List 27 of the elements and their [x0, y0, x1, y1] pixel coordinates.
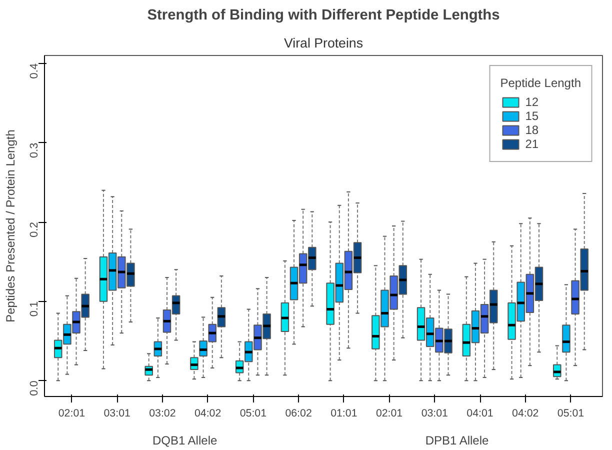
x-tick-label: 04:02: [512, 408, 539, 420]
text: DPB1 Allele: [425, 434, 490, 448]
text: DQB1 Allele: [152, 434, 218, 448]
x-tick-label: 01:01: [330, 408, 358, 420]
chart-subtitle: Viral Proteins: [284, 36, 364, 50]
y-tick-label: 0.2: [28, 222, 40, 238]
x-tick-label: 03:01: [104, 408, 130, 420]
legend-label: 21: [525, 137, 540, 151]
y-tick-label: 0.4: [28, 63, 40, 79]
y-axis-title: Peptides Presented / Protein Length: [4, 130, 18, 322]
x-tick-label: 03:02: [149, 408, 176, 420]
x-tick-label: 05:01: [240, 408, 267, 420]
x-tick-label: 03:01: [421, 408, 448, 420]
chart-title: Strength of Binding with Different Peptide Lengths: [147, 8, 500, 24]
x-tick-label: 02:01: [376, 408, 403, 420]
x-tick-label: 04:01: [466, 408, 494, 420]
y-tick-label: 0.1: [28, 301, 40, 317]
x-tick-label: 06:02: [285, 408, 312, 420]
x-tick-label: 05:01: [557, 408, 584, 420]
legend-label: 15: [525, 109, 540, 123]
x-tick-label: 02:01: [58, 408, 86, 420]
legend-title: Peptide Length: [500, 76, 581, 90]
x-tick-label: 04:02: [194, 408, 222, 420]
legend-label: 18: [525, 123, 540, 137]
y-tick-label: 0.0: [28, 380, 40, 396]
legend-label: 12: [525, 95, 540, 109]
y-tick-label: 0.3: [28, 142, 40, 158]
